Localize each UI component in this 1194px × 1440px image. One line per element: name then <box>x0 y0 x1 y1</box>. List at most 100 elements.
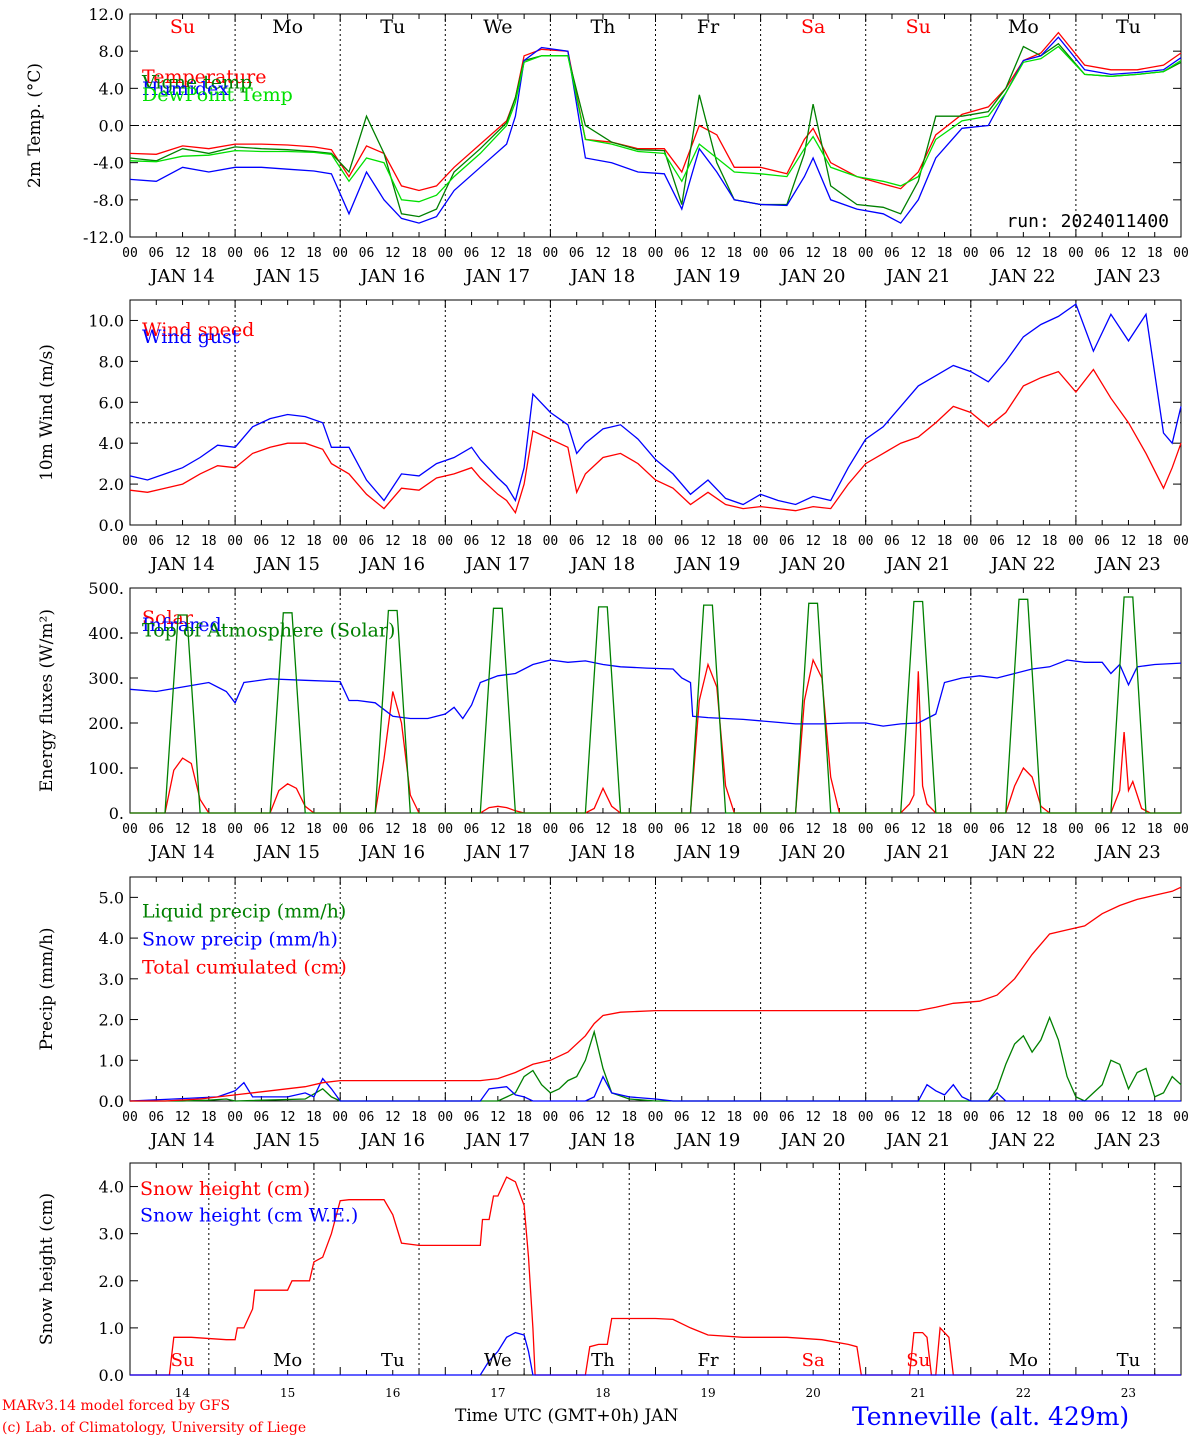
series-line-solar <box>130 658 1181 814</box>
y-tick-label: 10.0 <box>88 311 124 330</box>
hour-label: 12 <box>700 246 716 261</box>
date-label: JAN 19 <box>674 1130 741 1151</box>
hour-label: 00 <box>963 1110 979 1125</box>
date-label: JAN 23 <box>1094 842 1161 863</box>
hour-label: 12 <box>280 534 296 549</box>
day-label: We <box>484 1350 512 1371</box>
y-axis-title: 2m Temp. (°C) <box>25 63 45 188</box>
hour-label: 06 <box>464 1110 480 1125</box>
date-label: JAN 17 <box>464 554 531 575</box>
y-tick-label: 0.0 <box>99 1092 124 1111</box>
hour-label: 12 <box>385 534 401 549</box>
date-label: JAN 15 <box>253 266 320 287</box>
hour-label: 18 <box>306 1110 322 1125</box>
hour-label: 18 <box>1147 1110 1163 1125</box>
hour-label: 00 <box>1173 534 1189 549</box>
day-label: Mo <box>272 16 303 38</box>
hour-label: 12 <box>385 1110 401 1125</box>
hour-label: 00 <box>1068 1110 1084 1125</box>
hour-label: 00 <box>437 1110 453 1125</box>
hour-label: 12 <box>175 246 191 261</box>
legend-label: Top of Atmosphere (Solar) <box>142 620 395 642</box>
date-label: JAN 15 <box>253 1130 320 1151</box>
date-label: 22 <box>1016 1386 1031 1400</box>
y-tick-label: 0. <box>109 804 124 823</box>
date-label: 19 <box>700 1386 715 1400</box>
day-label: Tu <box>381 1350 405 1371</box>
hour-label: 06 <box>884 246 900 261</box>
legend-label: DewPoint Temp <box>142 84 293 106</box>
hour-label: 18 <box>621 1110 637 1125</box>
hour-label: 12 <box>1016 1110 1032 1125</box>
hour-label: 00 <box>332 534 348 549</box>
hour-label: 00 <box>1068 534 1084 549</box>
hour-label: 00 <box>648 822 664 837</box>
hour-label: 12 <box>490 534 506 549</box>
hour-label: 06 <box>1094 1110 1110 1125</box>
legend-label: Humidex <box>142 78 229 100</box>
hour-label: 18 <box>201 246 217 261</box>
date-label: JAN 23 <box>1094 554 1161 575</box>
date-label: JAN 19 <box>674 842 741 863</box>
date-label: JAN 23 <box>1094 266 1161 287</box>
day-label: Su <box>171 1350 195 1371</box>
hour-label: 06 <box>884 822 900 837</box>
hour-label: 18 <box>1147 822 1163 837</box>
hour-label: 00 <box>332 822 348 837</box>
hour-label: 12 <box>1121 1110 1137 1125</box>
y-tick-label: 0.0 <box>99 516 124 535</box>
hour-label: 12 <box>1121 822 1137 837</box>
hour-label: 00 <box>753 246 769 261</box>
y-tick-label: 4.0 <box>99 929 124 948</box>
date-label: JAN 20 <box>779 266 846 287</box>
legend-label: Liquid precip (mm/h) <box>142 900 346 922</box>
hour-label: 06 <box>674 1110 690 1125</box>
hour-label: 00 <box>437 822 453 837</box>
hour-label: 06 <box>359 1110 375 1125</box>
hour-label: 18 <box>1042 1110 1058 1125</box>
date-label: JAN 14 <box>148 554 215 575</box>
hour-label: 18 <box>1042 822 1058 837</box>
hour-label: 18 <box>1147 246 1163 261</box>
hour-label: 12 <box>280 1110 296 1125</box>
hour-label: 12 <box>175 534 191 549</box>
y-tick-label: 0.0 <box>99 117 124 136</box>
hour-label: 00 <box>753 822 769 837</box>
y-tick-label: 3.0 <box>99 1225 124 1244</box>
hour-label: 12 <box>1121 534 1137 549</box>
hour-label: 06 <box>148 1110 164 1125</box>
hour-label: 06 <box>779 822 795 837</box>
hour-label: 18 <box>726 1110 742 1125</box>
day-label: Sa <box>801 16 825 38</box>
hour-label: 06 <box>464 534 480 549</box>
hour-label: 12 <box>1016 534 1032 549</box>
hour-label: 12 <box>490 1110 506 1125</box>
hour-label: 06 <box>569 1110 585 1125</box>
hour-label: 18 <box>832 534 848 549</box>
hour-label: 12 <box>175 822 191 837</box>
hour-label: 00 <box>122 1110 138 1125</box>
date-label: JAN 16 <box>358 266 425 287</box>
hour-label: 00 <box>648 534 664 549</box>
hour-label: 06 <box>254 534 270 549</box>
y-tick-label: 12.0 <box>88 5 124 24</box>
series-line-dewpoint-temp <box>129 45 1182 203</box>
hour-label: 18 <box>726 246 742 261</box>
day-label: Mo <box>1009 1350 1038 1371</box>
hour-label: 12 <box>595 1110 611 1125</box>
hour-label: 06 <box>989 1110 1005 1125</box>
hour-label: 12 <box>805 1110 821 1125</box>
hour-label: 12 <box>1121 246 1137 261</box>
hour-label: 18 <box>411 1110 427 1125</box>
hour-label: 12 <box>700 534 716 549</box>
date-label: JAN 19 <box>674 554 741 575</box>
series-line-humidex <box>129 36 1182 224</box>
date-label: JAN 20 <box>779 842 846 863</box>
day-label: We <box>483 16 512 38</box>
hour-label: 06 <box>779 534 795 549</box>
date-label: JAN 21 <box>884 842 951 863</box>
y-tick-label: 300. <box>88 669 124 688</box>
hour-label: 18 <box>201 1110 217 1125</box>
hour-label: 06 <box>148 534 164 549</box>
hour-label: 06 <box>989 534 1005 549</box>
